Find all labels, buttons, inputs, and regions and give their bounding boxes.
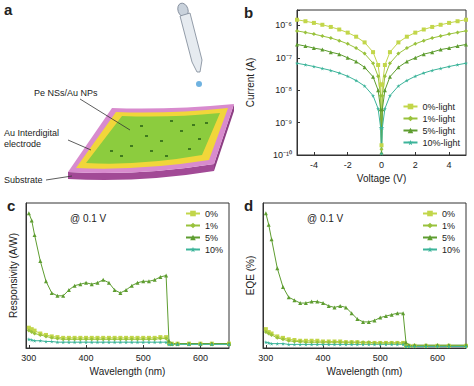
svg-text:10⁻¹⁰: 10⁻¹⁰	[273, 150, 292, 160]
svg-text:@ 0.1 V: @ 0.1 V	[307, 213, 344, 224]
svg-text:EQE (%): EQE (%)	[245, 256, 256, 295]
svg-text:400: 400	[316, 353, 331, 363]
svg-text:Substrate: Substrate	[4, 175, 43, 185]
svg-text:4: 4	[447, 160, 452, 170]
svg-text:10⁻⁹: 10⁻⁹	[275, 118, 292, 128]
svg-text:Wavelength (nm): Wavelength (nm)	[327, 366, 403, 377]
svg-text:10%-light: 10%-light	[422, 138, 460, 148]
svg-text:Voltage (V): Voltage (V)	[357, 173, 406, 184]
svg-text:5%: 5%	[442, 233, 455, 243]
svg-text:d: d	[244, 197, 253, 214]
svg-text:0%: 0%	[442, 209, 455, 219]
svg-text:Responsivity (A/W): Responsivity (A/W)	[8, 233, 19, 318]
svg-text:5%: 5%	[205, 233, 218, 243]
svg-text:a: a	[4, 1, 13, 18]
svg-text:c: c	[7, 197, 15, 214]
svg-text:1%-light: 1%-light	[422, 114, 455, 124]
svg-text:Current (A): Current (A)	[245, 58, 256, 107]
svg-text:400: 400	[79, 353, 94, 363]
svg-text:0: 0	[379, 160, 384, 170]
svg-text:1%: 1%	[442, 221, 455, 231]
svg-text:2: 2	[413, 160, 418, 170]
svg-text:10%: 10%	[442, 245, 460, 255]
svg-text:10%: 10%	[205, 245, 223, 255]
svg-text:electrode: electrode	[4, 139, 41, 149]
svg-text:10⁻⁶: 10⁻⁶	[275, 20, 292, 30]
svg-text:-4: -4	[310, 160, 318, 170]
svg-text:0%-light: 0%-light	[422, 102, 455, 112]
svg-text:5%-light: 5%-light	[422, 126, 455, 136]
svg-text:@ 0.1 V: @ 0.1 V	[70, 213, 107, 224]
svg-text:300: 300	[21, 353, 36, 363]
svg-text:600: 600	[430, 353, 445, 363]
svg-text:300: 300	[258, 353, 273, 363]
svg-text:10⁻⁸: 10⁻⁸	[275, 85, 292, 95]
svg-text:500: 500	[136, 353, 151, 363]
svg-text:Pe NSs/Au NPs: Pe NSs/Au NPs	[34, 88, 98, 98]
svg-text:b: b	[244, 4, 253, 21]
svg-text:1%: 1%	[205, 221, 218, 231]
svg-text:0%: 0%	[205, 209, 218, 219]
svg-text:600: 600	[193, 353, 208, 363]
svg-text:Wavelength (nm): Wavelength (nm)	[90, 366, 166, 377]
svg-text:500: 500	[373, 353, 388, 363]
svg-text:10⁻⁷: 10⁻⁷	[276, 53, 292, 63]
svg-text:-2: -2	[344, 160, 352, 170]
svg-text:Au Interdigital: Au Interdigital	[4, 128, 59, 138]
